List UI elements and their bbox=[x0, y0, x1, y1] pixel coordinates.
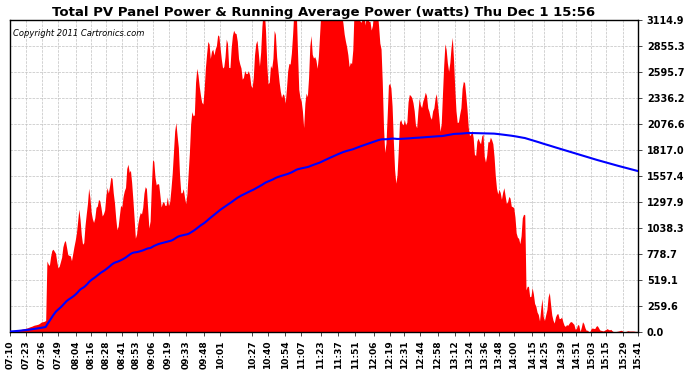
Text: Copyright 2011 Cartronics.com: Copyright 2011 Cartronics.com bbox=[13, 29, 145, 38]
Title: Total PV Panel Power & Running Average Power (watts) Thu Dec 1 15:56: Total PV Panel Power & Running Average P… bbox=[52, 6, 595, 18]
